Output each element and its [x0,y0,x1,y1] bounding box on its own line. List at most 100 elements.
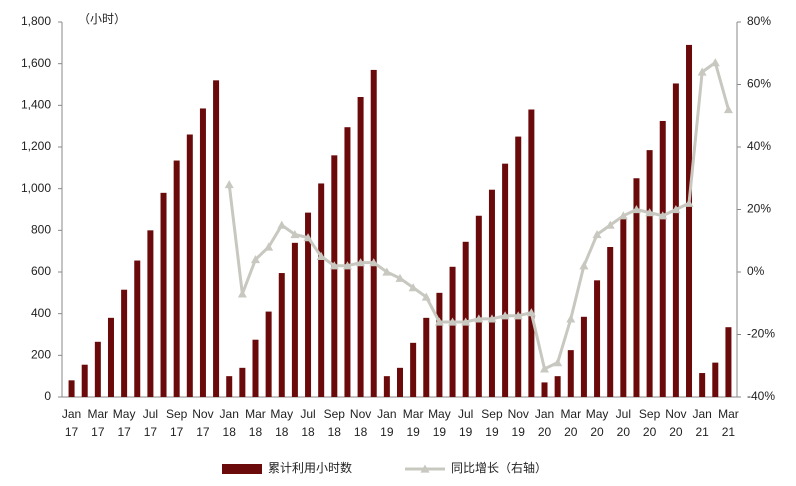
x-tick-label: Jul 19 [458,407,473,439]
bar [94,341,101,397]
line-marker [592,230,602,239]
x-tick-label: Jan 19 [377,407,396,439]
bar [502,163,509,397]
bar [134,260,141,397]
bar [147,230,154,397]
x-tick-label: Sep 20 [639,407,661,439]
x-tick-label: Sep 17 [166,407,188,439]
x-tick-label: Sep 18 [324,407,346,439]
line-marker [290,230,300,239]
x-tick-label: Mar 17 [88,407,109,439]
bar [173,160,180,397]
bar [488,189,495,397]
x-tick-label: Nov 19 [508,407,529,439]
x-tick-label: Nov 18 [350,407,371,439]
line-marker [631,205,641,214]
bar [81,364,88,397]
line-marker [382,267,392,276]
line-marker [369,258,379,267]
bar [107,317,114,397]
bar [186,134,193,397]
y-tick-label: 800 [31,223,51,237]
bar [620,217,627,397]
x-tick-label: Mar 19 [403,407,424,439]
x-tick-label: Mar 20 [560,407,581,439]
x-tick-label: Jul 17 [143,407,158,439]
bar [672,83,679,397]
line-marker [645,208,655,217]
bar [580,316,587,397]
x-tick-label: Mar 18 [245,407,266,439]
x-tick-label: Jul 20 [616,407,631,439]
line-marker [658,211,668,220]
bar [318,183,325,397]
bar [659,120,666,397]
bar [252,339,259,397]
line-marker [277,220,287,229]
line-marker [408,283,418,292]
line-marker [250,255,260,264]
line-marker [342,261,352,270]
x-tick-label: May 20 [586,407,609,439]
bar [357,97,364,397]
line-marker [395,273,405,282]
bar [475,215,482,397]
line-marker [684,198,694,207]
bar [633,178,640,397]
x-tick-label: Mar 21 [718,407,739,439]
line-marker [224,180,234,189]
x-tick-label: Jan 18 [220,407,239,439]
y2-tick-label: -40% [747,389,775,403]
line-marker [487,314,497,323]
line-marker [448,317,458,326]
bar [331,155,338,397]
bar [278,273,285,397]
line-marker [237,289,247,298]
bar [239,367,246,397]
x-tick-label: Sep 19 [481,407,503,439]
y2-tick-label: 60% [747,77,771,91]
bar [199,108,206,397]
y-tick-label: 1,000 [21,181,51,195]
line-marker [461,317,471,326]
x-tick-label: May 17 [113,407,136,439]
x-tick-label: Jan 21 [692,407,711,439]
line-marker [513,311,523,320]
line-marker [710,58,720,67]
y2-tick-label: 80% [747,14,771,28]
y-tick-label: 400 [31,306,51,320]
line-marker [434,317,444,326]
bar [397,367,403,397]
bar [436,292,443,397]
line-marker [303,233,313,242]
line-marker [566,314,576,323]
line-marker [579,261,589,270]
bar [410,342,417,397]
line-marker [316,251,326,260]
bar [515,136,522,398]
bar [712,362,719,397]
bar [370,69,377,398]
x-tick-label: May 19 [428,407,451,439]
bar [554,376,561,397]
bar [160,192,167,397]
legend-marker [420,464,430,473]
line-marker [356,258,366,267]
x-tick-label: Jan 17 [62,407,81,439]
line-marker [723,105,733,114]
line-marker [474,314,484,323]
bar [699,373,706,397]
x-tick-label: May 18 [270,407,293,439]
bar [383,376,390,397]
line-marker [618,211,628,220]
y-tick-label: 0 [44,389,51,403]
y-tick-label: 1,400 [21,98,51,112]
line-marker [697,67,707,76]
bar [449,266,456,397]
y-tick-label: 200 [31,348,51,362]
legend-label: 同比增长（右轴） [451,460,547,475]
bar [594,280,601,397]
y-tick-label: 1,200 [21,139,51,153]
x-tick-label: Nov 20 [665,407,686,439]
